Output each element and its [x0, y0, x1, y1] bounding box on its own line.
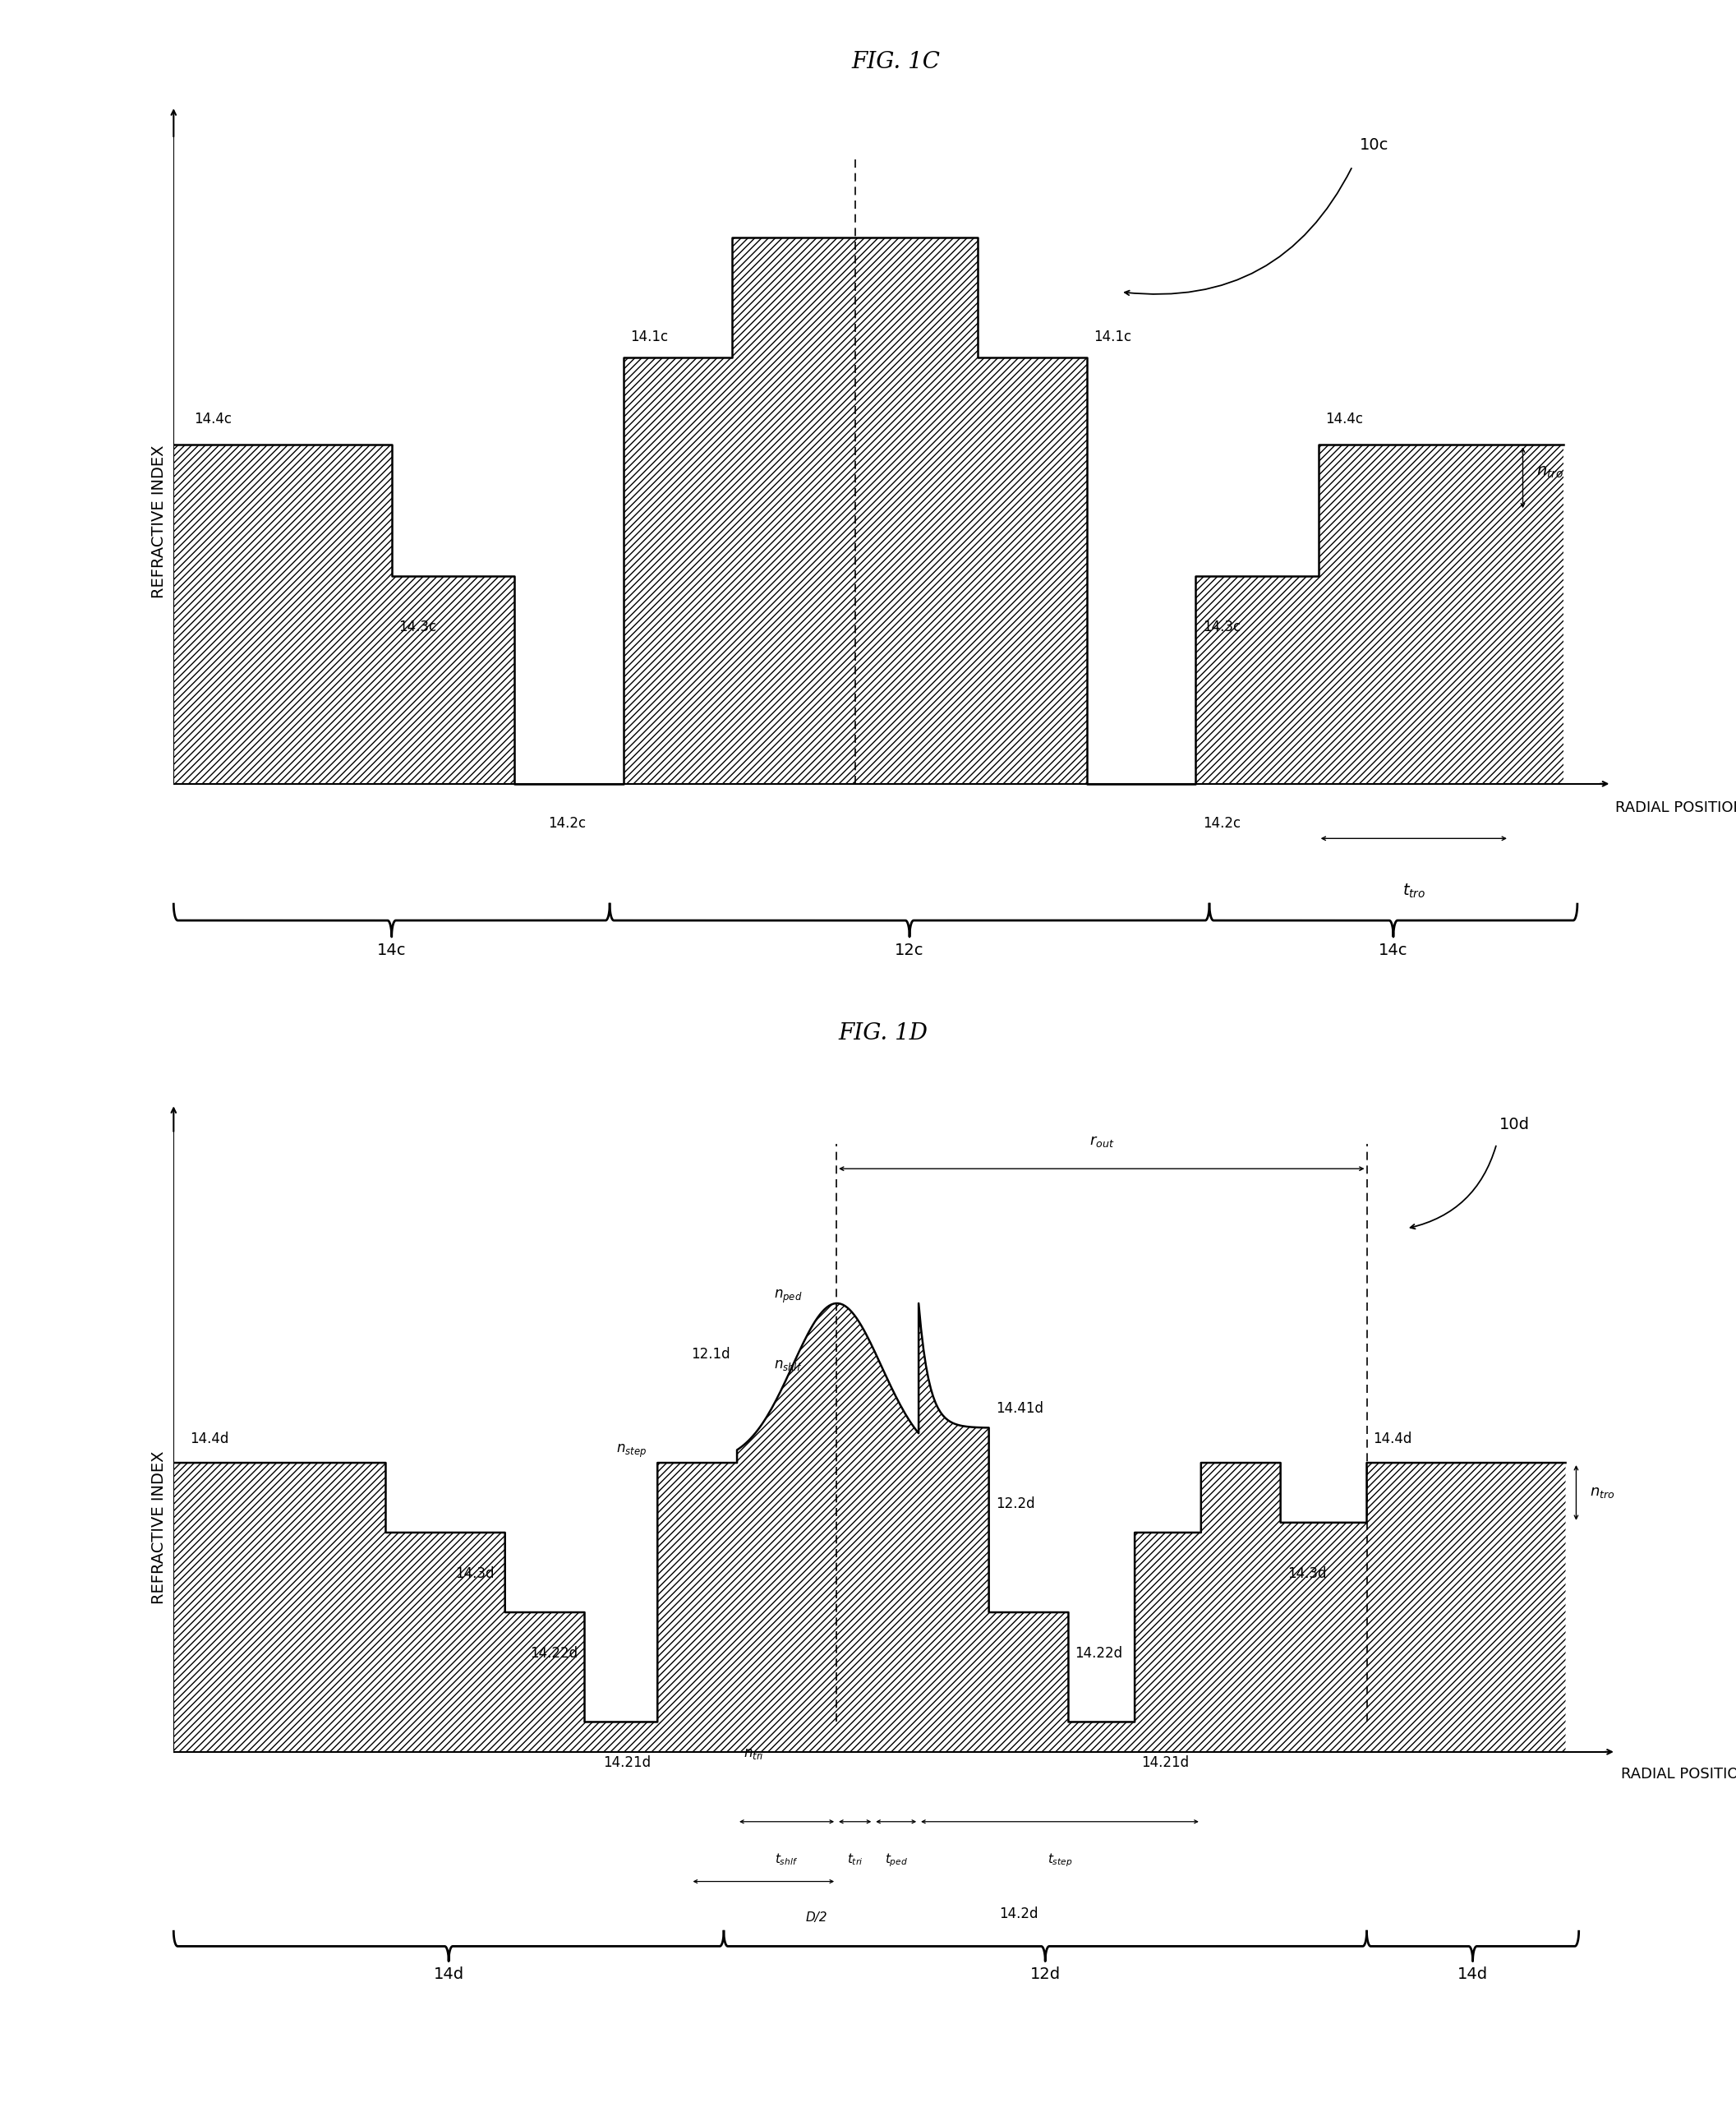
Text: $n_{tro}$: $n_{tro}$ — [1536, 464, 1564, 480]
Text: $n_{shlf}$: $n_{shlf}$ — [774, 1357, 802, 1372]
Text: 14.41d: 14.41d — [995, 1401, 1043, 1416]
Y-axis label: REFRACTIVE INDEX: REFRACTIVE INDEX — [151, 445, 167, 598]
Text: $t_{shlf}$: $t_{shlf}$ — [774, 1852, 799, 1867]
Text: $t_{tro}$: $t_{tro}$ — [1403, 883, 1425, 900]
Text: 12.2d: 12.2d — [995, 1496, 1035, 1511]
Text: 14.3d: 14.3d — [1286, 1566, 1326, 1580]
Text: 14.1c: 14.1c — [630, 329, 668, 343]
Text: 12c: 12c — [896, 942, 924, 959]
Text: $r_{out}$: $r_{out}$ — [1088, 1134, 1115, 1148]
Text: $n_{tri}$: $n_{tri}$ — [743, 1747, 764, 1761]
Text: 14d: 14d — [1458, 1966, 1488, 1983]
Text: RADIAL POSITION: RADIAL POSITION — [1621, 1768, 1736, 1783]
Text: $t_{step}$: $t_{step}$ — [1047, 1852, 1073, 1869]
Text: RADIAL POSITION: RADIAL POSITION — [1616, 801, 1736, 815]
Text: 14.2d: 14.2d — [1000, 1907, 1038, 1922]
Text: $t_{ped}$: $t_{ped}$ — [885, 1852, 908, 1869]
Text: 14.3d: 14.3d — [455, 1566, 495, 1580]
Text: D/2: D/2 — [806, 1911, 828, 1924]
Text: 14.22d: 14.22d — [1075, 1646, 1123, 1660]
Text: 14.1c: 14.1c — [1094, 329, 1132, 343]
Text: 14.4c: 14.4c — [1325, 411, 1363, 426]
Text: 10c: 10c — [1359, 137, 1389, 154]
Text: 14.2c: 14.2c — [549, 815, 587, 830]
Text: 14c: 14c — [377, 942, 406, 959]
Text: $n_{step}$: $n_{step}$ — [616, 1443, 648, 1460]
Polygon shape — [174, 1304, 1566, 1751]
Text: $n_{ped}$: $n_{ped}$ — [774, 1287, 802, 1304]
Text: 14d: 14d — [434, 1966, 464, 1983]
Text: 14.3c: 14.3c — [399, 619, 436, 634]
Text: 14.4d: 14.4d — [189, 1431, 229, 1445]
Text: 14.21d: 14.21d — [1141, 1755, 1189, 1770]
Text: FIG. 1D: FIG. 1D — [838, 1022, 927, 1045]
Text: $n_{tro}$: $n_{tro}$ — [1590, 1485, 1614, 1500]
Text: 14.4c: 14.4c — [194, 411, 233, 426]
Text: 14.3c: 14.3c — [1203, 619, 1241, 634]
Text: 14.22d: 14.22d — [529, 1646, 578, 1660]
Text: 14.21d: 14.21d — [602, 1755, 651, 1770]
Text: 12.1d: 12.1d — [691, 1346, 731, 1361]
Polygon shape — [174, 238, 1564, 784]
Text: $t_{tri}$: $t_{tri}$ — [847, 1852, 863, 1867]
Text: 10d: 10d — [1500, 1117, 1529, 1131]
Text: 12d: 12d — [1029, 1966, 1061, 1983]
Text: 14.2c: 14.2c — [1203, 815, 1241, 830]
Y-axis label: REFRACTIVE INDEX: REFRACTIVE INDEX — [151, 1452, 167, 1603]
Text: 14c: 14c — [1378, 942, 1408, 959]
Text: FIG. 1C: FIG. 1C — [852, 51, 941, 74]
Text: 14.4d: 14.4d — [1373, 1431, 1413, 1445]
